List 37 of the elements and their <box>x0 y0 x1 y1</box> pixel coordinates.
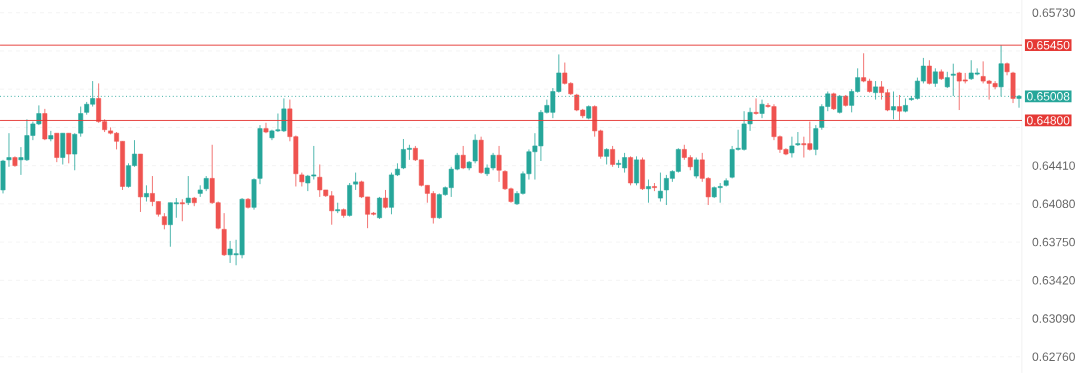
candlestick <box>610 145 616 168</box>
y-tick-label: 0.64410 <box>1032 161 1075 170</box>
ref-line-label: 0.65450 <box>1027 40 1070 50</box>
candlestick <box>693 157 699 179</box>
candlestick <box>926 59 932 85</box>
candlestick <box>66 132 72 164</box>
candlestick <box>897 94 902 121</box>
candlestick <box>634 155 639 186</box>
candlestick <box>78 106 84 138</box>
candlestick <box>72 132 78 171</box>
candlestick <box>950 63 956 97</box>
candlestick <box>753 98 759 116</box>
y-tick-label: 0.63090 <box>1032 314 1075 323</box>
y-tick-label: 0.65730 <box>1032 8 1075 17</box>
candlestick <box>263 122 269 134</box>
y-tick-label: 0.63750 <box>1032 237 1075 247</box>
candlestick <box>652 182 657 192</box>
candlestick <box>353 172 359 191</box>
candlestick <box>185 175 191 206</box>
candlestick <box>144 184 149 202</box>
candlestick <box>496 145 502 183</box>
candlestick <box>759 99 765 119</box>
candlestick <box>646 179 651 204</box>
y-tick-label: 0.63420 <box>1032 276 1075 285</box>
candlestick <box>472 133 478 164</box>
candlestick <box>179 198 185 222</box>
candlestick <box>6 132 12 168</box>
ref-line-label: 0.65008 <box>1027 92 1070 101</box>
candlestick <box>795 131 801 147</box>
y-tick-label: 0.62760 <box>1032 352 1075 362</box>
y-tick-label: 0.64080 <box>1032 199 1075 209</box>
candlestick <box>335 202 341 214</box>
candlestick <box>813 124 819 156</box>
ref-line-label: 0.64800 <box>1027 116 1070 125</box>
candlestick <box>932 67 938 88</box>
candlestick <box>998 44 1004 97</box>
candlestick <box>789 136 795 158</box>
